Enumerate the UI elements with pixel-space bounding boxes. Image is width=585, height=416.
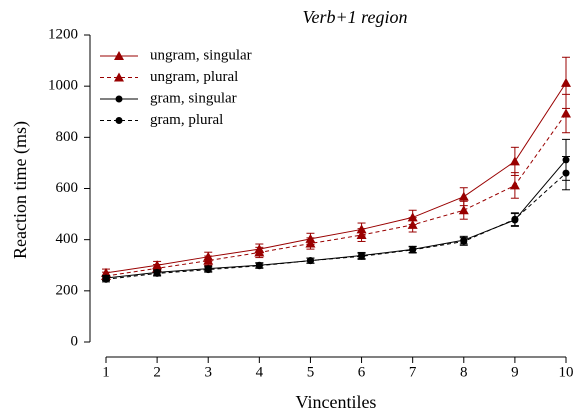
data-point	[561, 108, 571, 118]
x-tick-label: 5	[307, 364, 315, 380]
data-point	[305, 238, 316, 248]
data-point	[509, 180, 520, 190]
x-tick-label: 3	[204, 364, 212, 380]
legend-marker	[114, 72, 124, 82]
data-point	[306, 257, 314, 265]
y-tick-label: 0	[71, 333, 79, 349]
y-tick-label: 800	[56, 129, 79, 145]
data-point	[458, 205, 469, 215]
x-tick-label: 6	[358, 364, 366, 380]
x-tick-label: 1	[102, 364, 110, 380]
data-point	[102, 275, 110, 283]
data-point	[407, 219, 418, 229]
data-point	[562, 169, 570, 177]
legend-label: gram, singular	[150, 90, 237, 106]
series-line	[105, 82, 567, 274]
data-point	[358, 252, 366, 260]
data-point	[407, 212, 418, 222]
data-point	[460, 237, 468, 245]
x-tick-label: 9	[511, 364, 519, 380]
data-point	[356, 230, 367, 240]
x-tick-label: 4	[256, 364, 264, 380]
data-point	[255, 262, 263, 270]
data-point	[203, 255, 214, 265]
x-tick-label: 7	[409, 364, 417, 380]
chart-title: Verb+1 region	[303, 7, 408, 27]
y-tick-label: 600	[56, 180, 79, 196]
y-axis-label: Reaction time (ms)	[10, 121, 31, 259]
series-line	[105, 159, 567, 279]
y-tick-label: 400	[56, 231, 79, 247]
y-tick-label: 1000	[48, 78, 78, 94]
legend-marker	[114, 51, 124, 60]
legend-label: gram, plural	[150, 112, 223, 128]
data-point	[561, 77, 571, 87]
x-tick-label: 10	[559, 364, 574, 380]
data-point	[511, 215, 519, 223]
series-line	[105, 172, 567, 280]
y-tick-label: 1200	[48, 26, 78, 42]
x-tick-label: 2	[153, 364, 161, 380]
data-point	[204, 266, 212, 274]
data-point	[509, 156, 520, 166]
legend-marker	[115, 117, 123, 124]
legend-marker	[115, 95, 123, 103]
series-line	[105, 113, 567, 277]
data-point	[409, 246, 417, 254]
legend-label: ungram, plural	[150, 69, 238, 85]
x-tick-label: 8	[460, 364, 468, 380]
legend-label: ungram, singular	[150, 47, 252, 63]
data-point	[153, 269, 161, 277]
data-point	[458, 191, 469, 201]
y-tick-label: 200	[56, 282, 79, 298]
data-point	[254, 247, 265, 257]
x-axis-label: Vincentiles	[296, 392, 377, 412]
